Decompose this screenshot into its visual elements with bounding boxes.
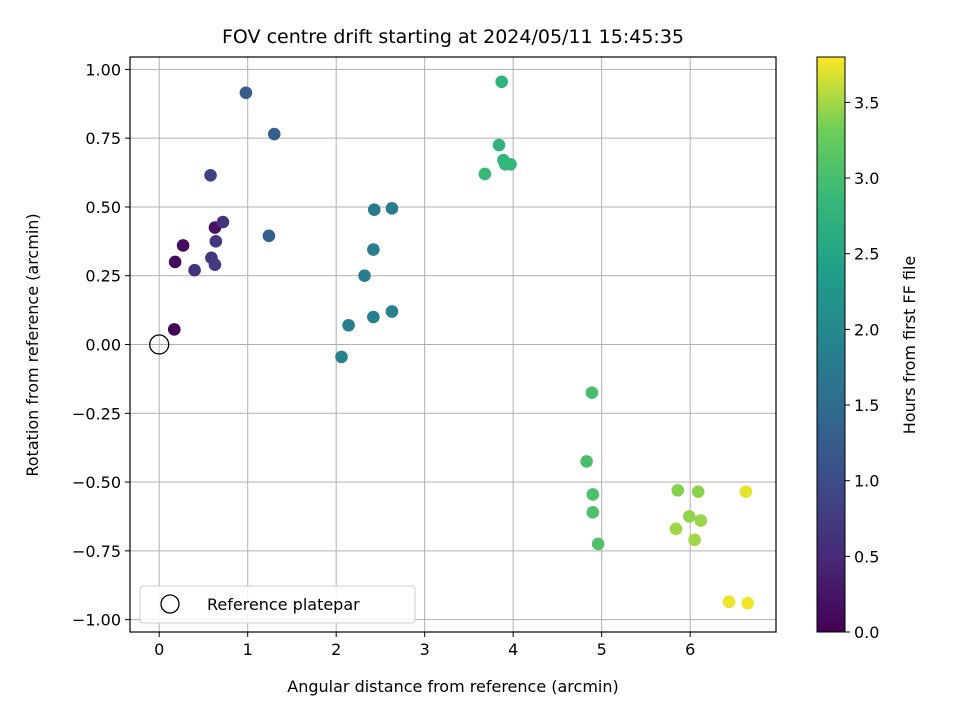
y-tick-label: 0.75 [85,129,121,148]
data-point [669,522,683,536]
data-point [671,484,685,497]
x-tick-label: 6 [685,640,695,659]
grid-lines [130,57,776,632]
x-tick-label: 3 [420,640,430,659]
data-point [722,595,736,609]
x-tick-label: 1 [243,640,253,659]
x-tick-label: 5 [597,640,607,659]
data-point [741,596,754,610]
data-point [267,127,281,141]
colorbar-label: Hours from first FF file [900,256,919,435]
data-point [682,510,696,523]
colorbar-tick-label: 2.0 [854,320,879,339]
data-point [586,488,600,501]
data-point [209,235,223,248]
colorbar-tick-label: 2.5 [854,245,879,264]
reference-point-marker [149,334,170,355]
colorbar [816,56,846,633]
colorbar-tick-label: 1.5 [854,396,879,415]
colorbar-tick-label: 3.0 [854,169,879,188]
data-points [167,75,754,610]
data-point [478,167,492,181]
legend: Reference platepar [139,585,416,624]
data-point [739,485,753,498]
y-tick-label: 0.00 [85,336,121,355]
data-point [367,243,380,256]
reference-marker-layer [149,334,170,355]
x-tick-label: 0 [154,640,164,659]
data-point [204,169,217,182]
data-point [367,203,381,216]
data-point [168,255,182,269]
data-point [188,263,201,277]
data-point [492,138,506,152]
data-point [176,239,190,252]
data-point [580,455,593,468]
colorbar-tick-label: 0.5 [854,547,879,566]
x-axis-ticks: 0 1 2 3 4 5 6 [154,632,695,659]
colorbar-tick-label: 1.0 [854,472,879,491]
data-point [691,485,705,498]
x-tick-label: 2 [331,640,341,659]
y-tick-label: −0.50 [72,473,121,492]
legend-marker-open-circle [160,594,180,614]
data-point [385,305,399,318]
data-point [367,310,380,324]
colorbar-ticks: 0.0 0.5 1.0 1.5 2.0 2.5 3.0 3.5 [845,93,879,642]
y-tick-label: 0.50 [85,198,121,217]
y-tick-label: −0.75 [72,542,121,561]
legend-label-reference: Reference platepar [207,595,360,614]
data-point [208,258,222,272]
y-tick-label: −0.25 [72,404,121,423]
data-point [335,350,348,364]
data-point [504,157,517,171]
data-point [688,533,701,547]
data-point [586,506,600,519]
data-point [239,86,253,100]
data-point [385,202,399,215]
data-point [495,75,508,89]
colorbar-tick-label: 0.0 [854,623,879,642]
data-point [342,318,355,332]
y-tick-label: 1.00 [85,60,121,79]
data-point [262,229,276,243]
x-tick-label: 4 [508,640,518,659]
data-point [167,323,181,336]
colorbar-tick-label: 3.5 [854,93,879,112]
data-point [585,386,599,399]
y-tick-label: −1.00 [72,611,121,630]
y-axis-label: Rotation from reference (arcmin) [23,213,42,476]
x-axis-label: Angular distance from reference (arcmin) [287,677,618,696]
data-point [216,215,230,229]
y-tick-label: 0.25 [85,267,121,286]
chart-title: FOV centre drift starting at 2024/05/11 … [222,26,684,48]
legend-box [139,585,416,624]
data-point [694,514,708,527]
y-axis-ticks: −1.00 −0.75 −0.50 −0.25 0.00 0.25 0.50 0.75 1.00 [72,60,130,630]
data-point [591,537,605,551]
data-point [358,269,371,283]
